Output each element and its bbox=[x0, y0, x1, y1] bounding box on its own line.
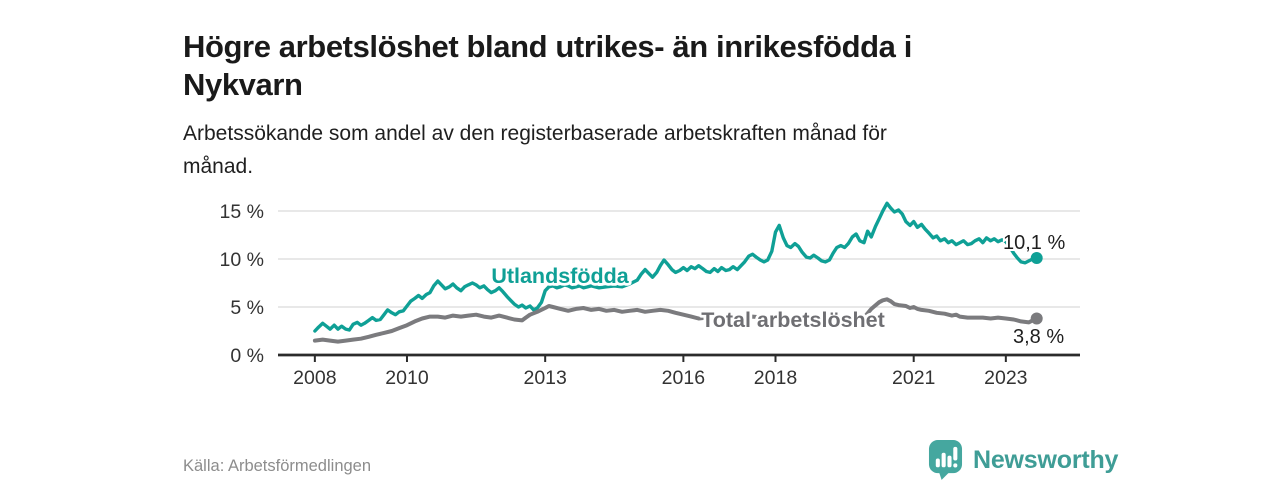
x-tick-label: 2023 bbox=[984, 367, 1027, 389]
x-tick-label: 2018 bbox=[754, 367, 797, 389]
page-title-line-2: Nykvarn bbox=[183, 66, 303, 102]
total-value-label: 3,8 % bbox=[1013, 326, 1064, 348]
total-end-dot bbox=[1030, 312, 1043, 325]
total-series-label: Total arbetslöshet bbox=[701, 308, 885, 332]
y-tick-label: 15 % bbox=[220, 201, 264, 223]
x-tick-label: 2016 bbox=[662, 367, 705, 389]
page-title: Högre arbetslöshet bland utrikes- än inr… bbox=[183, 28, 912, 104]
x-tick-label: 2021 bbox=[892, 367, 935, 389]
utlandsfodda-series-label: Utlandsfödda bbox=[491, 264, 629, 288]
x-tick-label: 2008 bbox=[293, 367, 336, 389]
source-note: Källa: Arbetsförmedlingen bbox=[183, 457, 372, 475]
newsworthy-wordmark: Newsworthy bbox=[973, 445, 1119, 474]
page-subtitle-line-2: månad. bbox=[183, 155, 254, 178]
x-tick-label: 2013 bbox=[523, 367, 566, 389]
utlandsfodda-value-label: 10,1 % bbox=[1003, 232, 1065, 254]
utlandsfodda-end-dot bbox=[1030, 252, 1043, 264]
utlandsfodda-line bbox=[313, 201, 1039, 333]
page-title-line-1: Högre arbetslöshet bland utrikes- än inr… bbox=[183, 28, 912, 64]
page-subtitle: Arbetssökande som andel av den registerb… bbox=[183, 117, 887, 183]
x-tick-label: 2010 bbox=[385, 367, 429, 389]
y-tick-label: 10 % bbox=[220, 249, 264, 271]
y-tick-label: 5 % bbox=[230, 297, 264, 319]
y-tick-label: 0 % bbox=[230, 345, 264, 367]
bar-chart-exclamation-speech-bubble-icon bbox=[928, 440, 963, 480]
total-line bbox=[312, 297, 1039, 344]
page-subtitle-line-1: Arbetssökande som andel av den registerb… bbox=[183, 122, 887, 145]
newsworthy-logo: Newsworthy bbox=[928, 439, 1118, 480]
